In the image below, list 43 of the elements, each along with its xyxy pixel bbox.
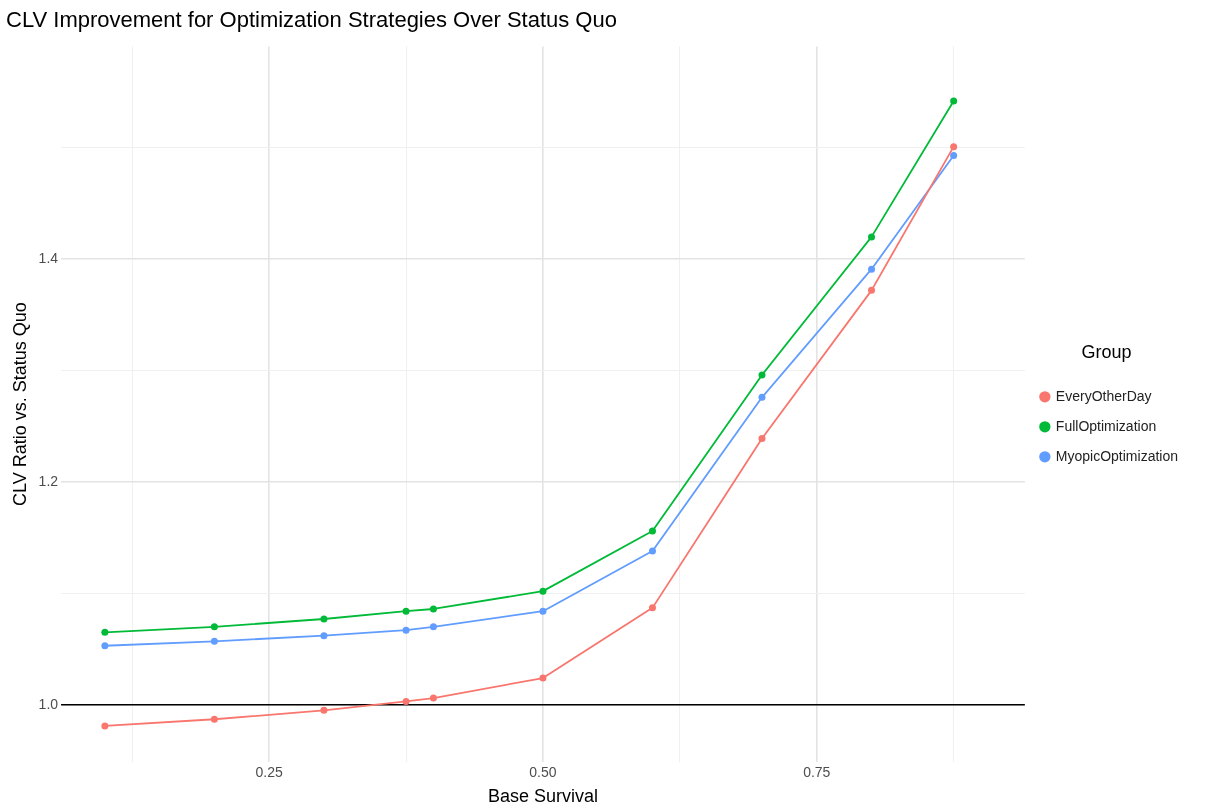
point bbox=[868, 286, 876, 294]
legend-label: EveryOtherDay bbox=[1055, 387, 1152, 404]
point bbox=[539, 587, 547, 595]
chart-title: CLV Improvement for Optimization Strategies Over Status Quo bbox=[6, 7, 617, 33]
point bbox=[868, 265, 876, 273]
point bbox=[950, 152, 958, 160]
y-tick-label: 1.4 bbox=[38, 250, 59, 267]
legend-label: MyopicOptimization bbox=[1055, 447, 1178, 464]
point bbox=[429, 694, 437, 702]
point bbox=[758, 371, 766, 379]
point bbox=[320, 615, 328, 623]
legend-label: FullOptimization bbox=[1055, 417, 1157, 434]
point bbox=[101, 628, 109, 636]
point bbox=[210, 715, 218, 723]
x-tick-label: 0.50 bbox=[529, 763, 557, 780]
y-tick-label: 1.0 bbox=[38, 695, 59, 712]
point bbox=[320, 706, 328, 714]
point bbox=[648, 547, 656, 555]
legend-title: Group bbox=[1081, 342, 1132, 363]
point bbox=[950, 143, 958, 151]
point bbox=[539, 674, 547, 682]
point bbox=[758, 393, 766, 401]
point bbox=[320, 632, 328, 640]
x-tick-label: 0.25 bbox=[255, 763, 283, 780]
point bbox=[101, 642, 109, 650]
point bbox=[429, 623, 437, 631]
point bbox=[758, 435, 766, 443]
point bbox=[402, 697, 410, 705]
point bbox=[402, 626, 410, 634]
point bbox=[868, 233, 876, 241]
point bbox=[210, 637, 218, 645]
y-axis-title: CLV Ratio vs. Status Quo bbox=[9, 302, 30, 506]
y-tick-label: 1.2 bbox=[38, 472, 59, 489]
point bbox=[429, 605, 437, 613]
x-tick-label: 0.75 bbox=[803, 763, 831, 780]
point bbox=[210, 623, 218, 631]
x-axis-title: Base Survival bbox=[487, 786, 598, 807]
point bbox=[101, 722, 109, 730]
point bbox=[648, 527, 656, 535]
point bbox=[950, 97, 958, 105]
point bbox=[539, 607, 547, 615]
point bbox=[648, 604, 656, 612]
point bbox=[402, 607, 410, 615]
